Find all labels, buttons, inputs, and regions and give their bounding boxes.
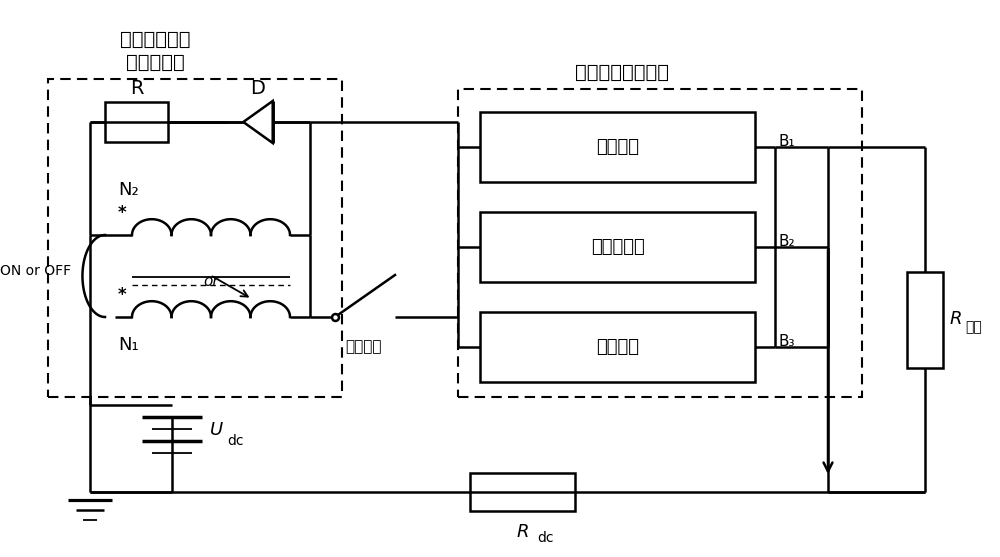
Text: 隔离开关: 隔离开关 bbox=[345, 339, 382, 354]
Text: 直流限流器: 直流限流器 bbox=[126, 52, 184, 71]
Text: 新型快速响应: 新型快速响应 bbox=[120, 30, 190, 48]
Text: 吸能支路: 吸能支路 bbox=[596, 338, 639, 356]
Bar bbox=[48, 79, 342, 397]
Text: *: * bbox=[118, 286, 126, 304]
Text: 负载: 负载 bbox=[965, 320, 982, 335]
Text: U: U bbox=[210, 421, 223, 439]
Bar bbox=[480, 212, 755, 282]
Text: N₁: N₁ bbox=[118, 336, 139, 354]
Text: dc: dc bbox=[227, 434, 244, 448]
Text: N₂: N₂ bbox=[118, 181, 139, 199]
Text: B₃: B₃ bbox=[779, 334, 796, 349]
Text: R: R bbox=[130, 79, 143, 97]
Polygon shape bbox=[243, 101, 273, 143]
Text: R: R bbox=[950, 310, 962, 329]
Bar bbox=[480, 112, 755, 182]
Text: R: R bbox=[516, 523, 529, 541]
Text: *: * bbox=[118, 204, 126, 222]
Bar bbox=[105, 102, 168, 142]
Bar bbox=[470, 473, 575, 511]
Text: 主开断支路: 主开断支路 bbox=[591, 238, 644, 256]
Text: B₂: B₂ bbox=[779, 233, 796, 248]
Bar bbox=[480, 312, 755, 382]
Text: 混合式直流断路器: 混合式直流断路器 bbox=[575, 62, 669, 81]
Text: or: or bbox=[203, 273, 219, 289]
Text: D: D bbox=[251, 79, 265, 97]
Text: B₁: B₁ bbox=[779, 134, 796, 149]
Bar bbox=[907, 271, 943, 368]
Text: dc: dc bbox=[538, 531, 554, 545]
Bar bbox=[458, 89, 862, 397]
Text: 载流支路: 载流支路 bbox=[596, 138, 639, 156]
Text: ON or OFF: ON or OFF bbox=[0, 264, 71, 278]
